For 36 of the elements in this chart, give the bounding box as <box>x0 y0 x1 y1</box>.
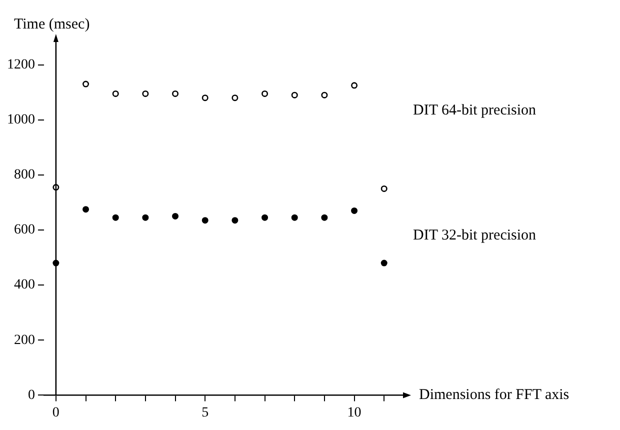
point <box>380 185 388 192</box>
point <box>112 90 119 97</box>
point <box>291 92 298 98</box>
point <box>291 214 298 221</box>
text: DIT 64-bit precision <box>413 102 537 118</box>
text: DIT 32-bit precision <box>413 228 537 244</box>
point <box>380 260 388 266</box>
point <box>202 217 208 224</box>
y-tick-label: 200 <box>14 332 35 348</box>
x-tick-label: 0 <box>52 405 60 420</box>
point <box>82 80 90 88</box>
x-tick-label: 10 <box>347 405 362 420</box>
point <box>232 94 238 102</box>
point <box>82 206 90 213</box>
x-tick-label: 5 <box>202 405 209 420</box>
y-axis-title: Time (msec) <box>14 16 90 32</box>
point <box>262 214 268 221</box>
x-axis-title: Dimensions for FFT axis <box>419 387 570 404</box>
y-tick-label: 1000 <box>7 112 35 128</box>
y-tick-label: 0 <box>28 388 35 403</box>
point <box>142 90 149 97</box>
point <box>262 90 268 97</box>
point <box>351 82 358 89</box>
point <box>321 214 328 221</box>
point <box>112 214 119 221</box>
point <box>321 92 328 98</box>
point <box>172 212 179 220</box>
point <box>202 94 208 102</box>
point <box>142 214 149 221</box>
point <box>172 90 179 97</box>
y-tick-label: 800 <box>14 168 35 183</box>
point <box>232 217 238 224</box>
point <box>351 207 358 214</box>
y-tick-label: 1200 <box>7 57 35 72</box>
y-tick-label: 600 <box>14 222 35 238</box>
y-tick-label: 400 <box>14 278 35 293</box>
